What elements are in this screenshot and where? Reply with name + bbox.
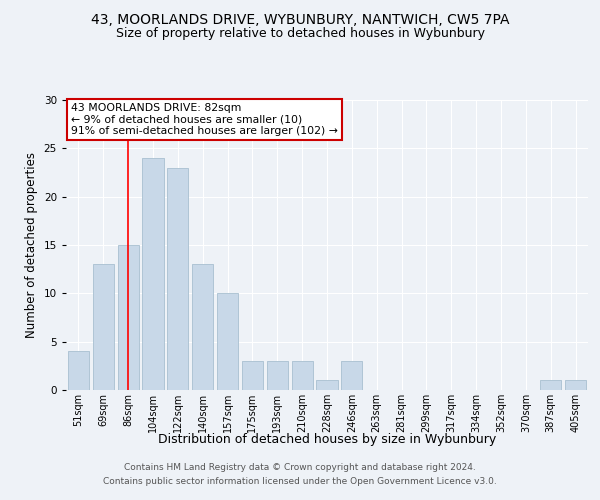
Text: Size of property relative to detached houses in Wybunbury: Size of property relative to detached ho… xyxy=(115,28,485,40)
Bar xyxy=(316,380,338,390)
Text: Contains public sector information licensed under the Open Government Licence v3: Contains public sector information licen… xyxy=(103,477,497,486)
Bar xyxy=(292,361,313,390)
Bar xyxy=(217,294,238,390)
Bar xyxy=(192,264,213,390)
Bar xyxy=(540,380,561,390)
Bar xyxy=(118,245,139,390)
Text: Contains HM Land Registry data © Crown copyright and database right 2024.: Contains HM Land Registry data © Crown c… xyxy=(124,464,476,472)
Bar xyxy=(242,361,263,390)
Y-axis label: Number of detached properties: Number of detached properties xyxy=(25,152,38,338)
Bar xyxy=(565,380,586,390)
Bar xyxy=(93,264,114,390)
Bar xyxy=(167,168,188,390)
Text: Distribution of detached houses by size in Wybunbury: Distribution of detached houses by size … xyxy=(158,432,496,446)
Bar xyxy=(267,361,288,390)
Text: 43, MOORLANDS DRIVE, WYBUNBURY, NANTWICH, CW5 7PA: 43, MOORLANDS DRIVE, WYBUNBURY, NANTWICH… xyxy=(91,12,509,26)
Bar xyxy=(68,352,89,390)
Bar xyxy=(142,158,164,390)
Text: 43 MOORLANDS DRIVE: 82sqm
← 9% of detached houses are smaller (10)
91% of semi-d: 43 MOORLANDS DRIVE: 82sqm ← 9% of detach… xyxy=(71,103,338,136)
Bar xyxy=(341,361,362,390)
